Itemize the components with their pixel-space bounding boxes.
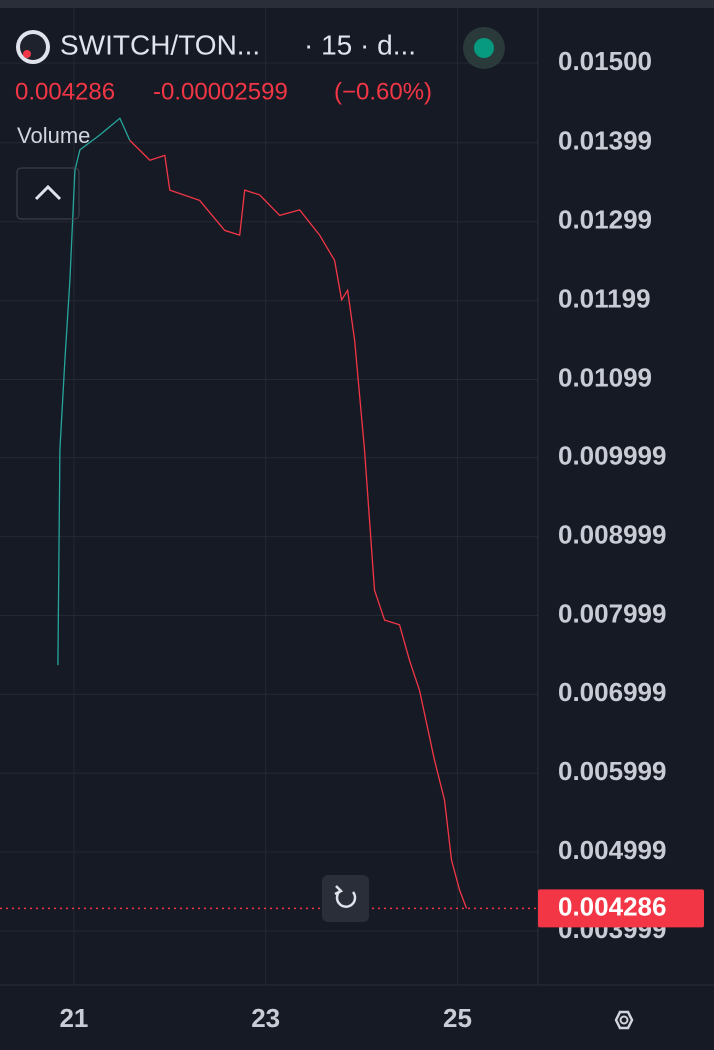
- header-change: -0.00002599: [153, 78, 288, 105]
- y-tick-label: 0.008999: [558, 519, 666, 549]
- symbol[interactable]: SWITCH/TON...: [60, 29, 260, 60]
- y-tick-label: 0.01399: [558, 126, 652, 156]
- reset-icon: [335, 890, 357, 908]
- x-tick-label: 21: [59, 1003, 88, 1033]
- collapse-icon: [34, 184, 62, 201]
- plot: [0, 8, 538, 985]
- x-tick-label: 23: [251, 1003, 280, 1033]
- volume-label[interactable]: Volume: [17, 123, 90, 148]
- last-price-label: 0.004286: [558, 891, 666, 921]
- reset-button[interactable]: [322, 875, 369, 922]
- interval[interactable]: · 15 · d...: [304, 29, 416, 60]
- y-tick-label: 0.004999: [558, 835, 666, 865]
- top-bar: [0, 0, 714, 8]
- y-tick-label: 0.009999: [558, 441, 666, 471]
- y-tick-label: 0.01199: [558, 283, 651, 313]
- settings-button[interactable]: [614, 1010, 634, 1030]
- last-price-tag: [538, 889, 704, 928]
- y-tick-label: 0.01299: [558, 205, 652, 235]
- price-line: [57, 117, 131, 666]
- header-change-pct: (−0.60%): [334, 78, 432, 105]
- y-tick-label: 0.006999: [558, 677, 666, 707]
- y-tick-label: 0.01500: [558, 46, 652, 76]
- symbol-logo-dot: [23, 50, 31, 58]
- settings-icon-center: [619, 1015, 629, 1025]
- status-dot: [474, 38, 494, 58]
- collapse-button[interactable]: [16, 167, 80, 220]
- y-tick-label: 0.005999: [558, 756, 666, 786]
- price-line: [129, 139, 468, 909]
- x-tick-label: 25: [443, 1003, 472, 1033]
- y-tick-label: 0.01099: [558, 362, 652, 392]
- header-price: 0.004286: [15, 78, 115, 105]
- y-tick-label: 0.007999: [558, 598, 666, 628]
- reset-arrow: [334, 885, 344, 896]
